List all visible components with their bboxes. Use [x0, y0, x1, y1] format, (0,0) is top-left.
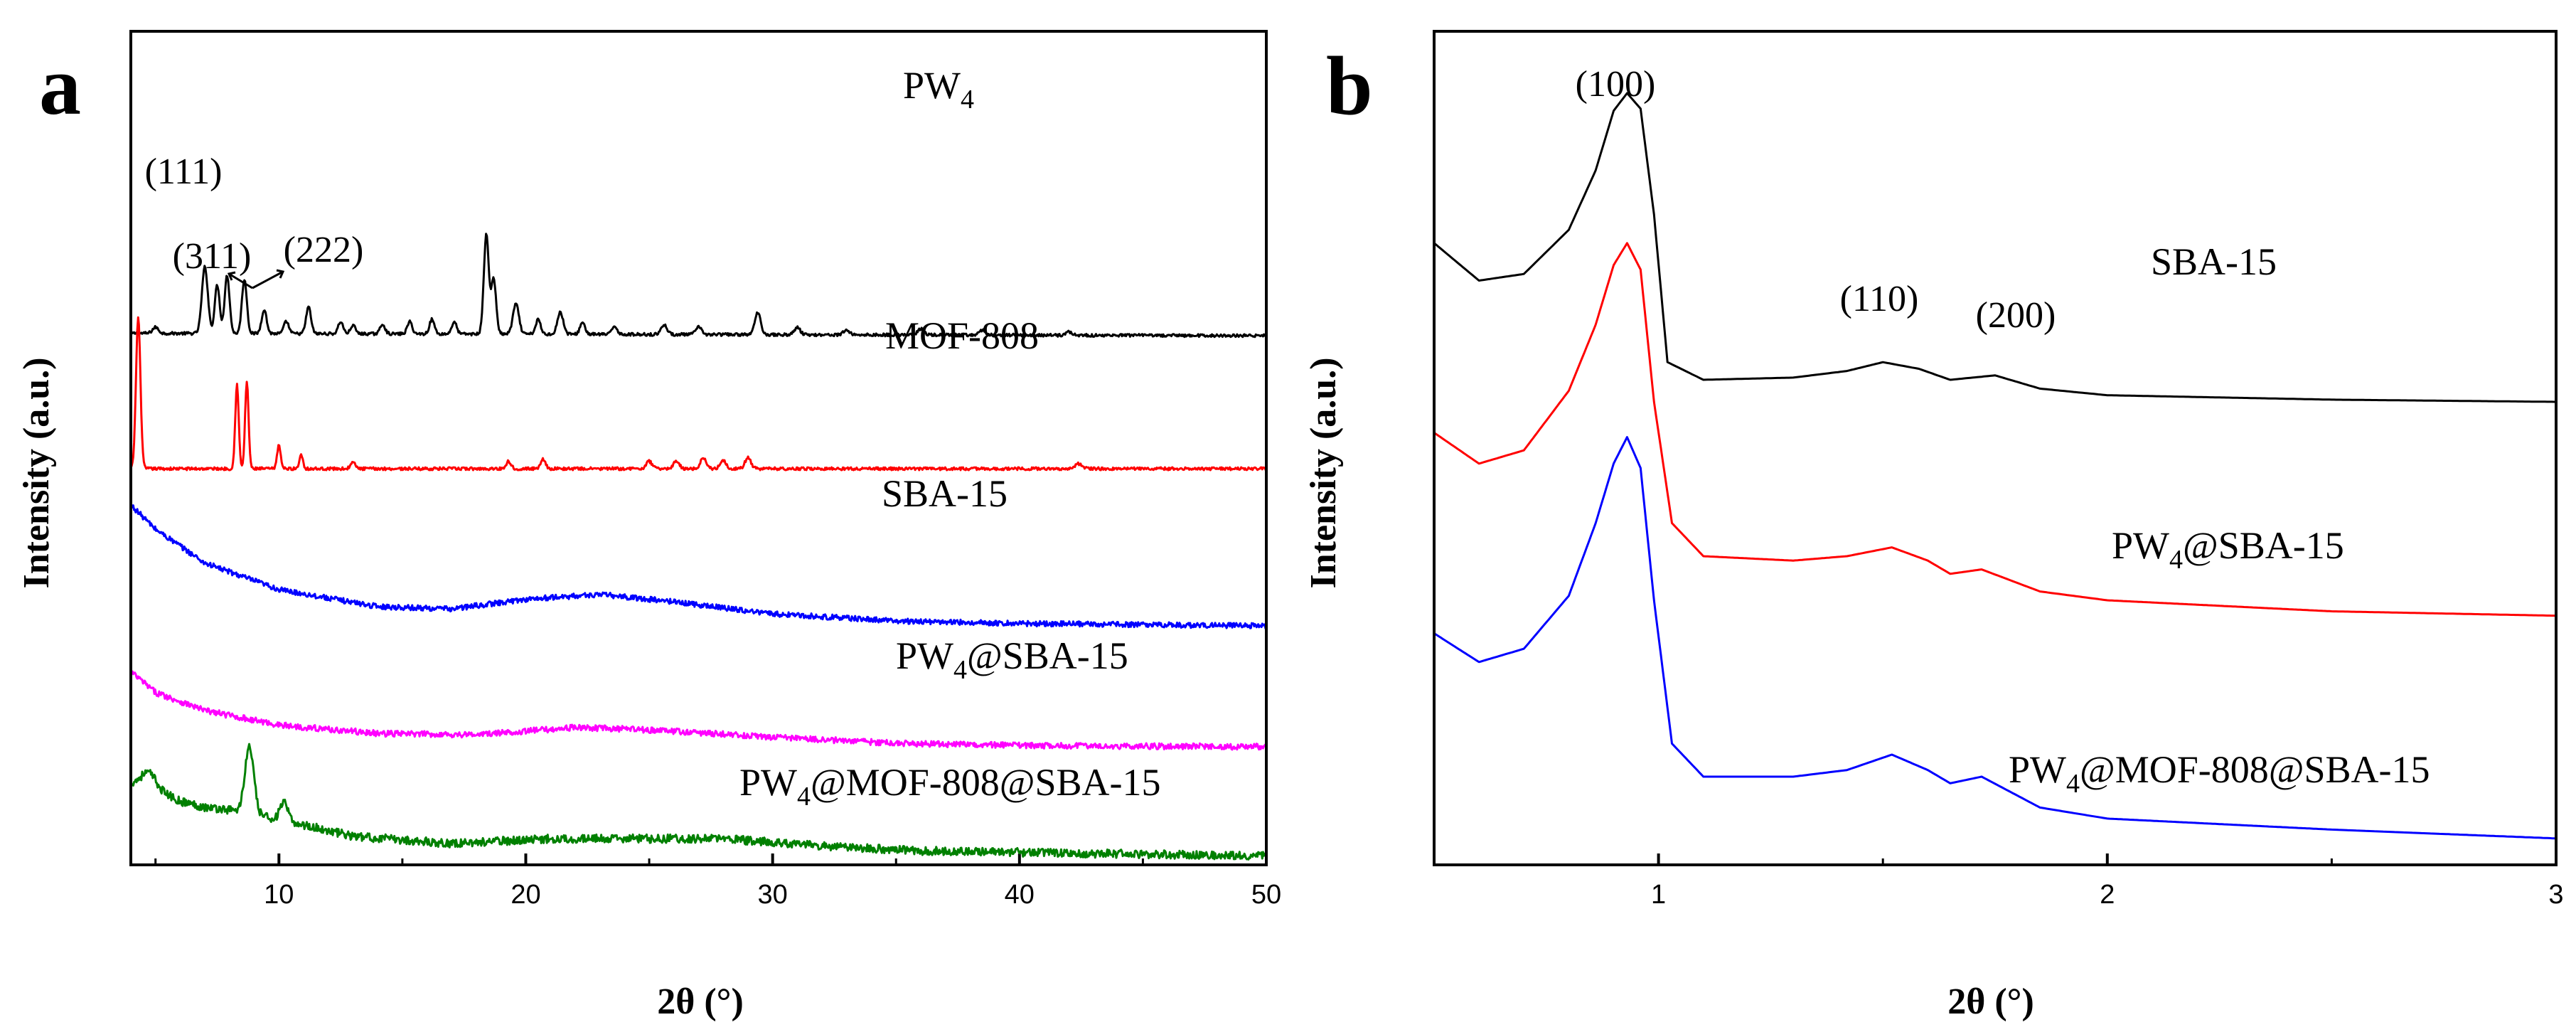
arrow-222 [252, 270, 284, 289]
x-tick-label: 10 [264, 880, 294, 910]
panel-b-series-labels: SBA-15 PW4@SBA-15 PW4@MOF-808@SBA-15 [2009, 240, 2430, 799]
panel-letter-a: a [39, 39, 81, 132]
annotation-222: (222) [284, 230, 364, 270]
series-label-sba-15: SBA-15 [2151, 240, 2277, 283]
x-tick-label: 30 [758, 880, 788, 910]
annotation-311: (311) [173, 236, 252, 277]
x-tick-label: 20 [511, 880, 540, 910]
series-label-sba-15: SBA-15 [882, 472, 1008, 515]
annotation-110: (110) [1840, 279, 1919, 319]
panel-a-ylabel: Intensity (a.u.) [16, 357, 57, 588]
series-label-pw4-sba-15: PW4@SBA-15 [2112, 524, 2344, 575]
annotation-200: (200) [1976, 295, 2056, 336]
annotation-arrows [227, 269, 285, 289]
x-tick-label: 3 [2548, 880, 2563, 910]
series-line-pw4-mof-808-sba-15 [129, 743, 1268, 861]
x-tick-label: 40 [1005, 880, 1035, 910]
series-label-pw4: PW4 [903, 64, 974, 115]
panel-a-tick-labels: 10 20 30 40 50 [264, 880, 1281, 910]
series-line-sba-15 [129, 503, 1268, 630]
arrow-311 [228, 272, 253, 289]
annotation-111: (111) [145, 151, 223, 192]
panel-b-frame [1433, 30, 2558, 866]
panel-b-series [1433, 92, 2557, 840]
series-label-pw4-mof-808-sba-15: PW4@MOF-808@SBA-15 [2009, 748, 2430, 799]
x-tick-label: 1 [1651, 880, 1666, 910]
panel-a-series [129, 233, 1268, 861]
panel-b-ylabel: Intensity (a.u.) [1303, 357, 1344, 588]
x-tick-label: 50 [1251, 880, 1281, 910]
series-line-pw4-mof-808-sba-15 [1433, 436, 2557, 840]
annotation-100: (100) [1576, 64, 1656, 105]
arrow-222-head [276, 269, 285, 279]
series-line-pw4-sba-15 [1433, 242, 2557, 617]
series-line-pw4 [129, 233, 1267, 339]
panel-a: a Intensity (a.u.) 2θ (°) 10 20 30 40 50 PW4… [16, 30, 1281, 1022]
series-label-mof-808: MOF-808 [885, 314, 1039, 357]
panel-b-ticks [1433, 853, 2558, 865]
series-line-mof-808 [129, 316, 1268, 472]
series-label-pw4-sba-15: PW4@SBA-15 [896, 634, 1128, 685]
panel-b-tick-labels: 1 2 3 [1651, 880, 2564, 910]
series-label-pw4-mof-808-sba-15: PW4@MOF-808@SBA-15 [739, 761, 1161, 812]
panel-b: b Intensity (a.u.) 2θ (°) 1 2 3 SBA-15 PW4@… [1303, 30, 2564, 1022]
arrow-311-head [227, 271, 236, 281]
panel-a-frame [129, 30, 1268, 866]
panel-a-series-labels: PW4 MOF-808 SBA-15 PW4@SBA-15 PW4@MOF-808@SB… [739, 64, 1161, 812]
panel-b-xlabel: 2θ (°) [1947, 982, 2034, 1022]
series-line-pw4-sba-15 [129, 670, 1268, 751]
series-line-sba-15 [1433, 92, 2556, 403]
panel-a-xlabel: 2θ (°) [657, 982, 744, 1022]
x-tick-label: 2 [2100, 880, 2115, 910]
panel-letter-b: b [1326, 39, 1373, 132]
